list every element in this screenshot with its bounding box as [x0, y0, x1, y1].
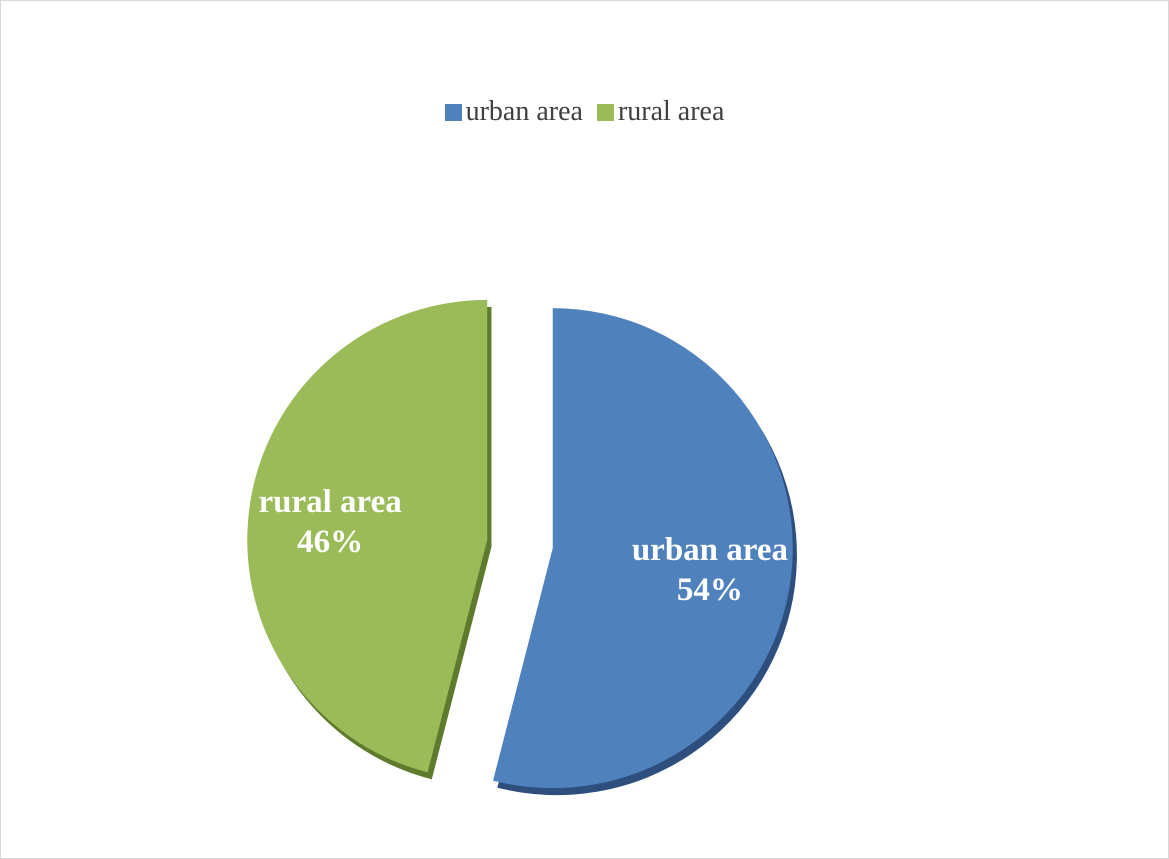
data-label-urban-name: urban area: [632, 532, 788, 568]
legend-swatch-urban: [444, 103, 462, 121]
legend-label-rural: rural area: [617, 96, 725, 127]
data-label-rural-name: rural area: [258, 484, 401, 520]
legend-label-urban: urban area: [465, 96, 583, 127]
chart-legend: urban area rural area: [0, 96, 1169, 128]
data-label-urban: urban area 54%: [632, 532, 788, 608]
legend-swatch-rural: [596, 103, 614, 121]
legend-item-rural: rural area: [596, 96, 725, 128]
legend-item-urban: urban area: [444, 96, 583, 128]
pie-slice-rural: [247, 299, 488, 773]
data-label-rural-value: 46%: [297, 524, 363, 560]
data-label-urban-value: 54%: [677, 572, 743, 608]
data-label-rural: rural area 46%: [258, 484, 401, 560]
pie-slice-urban: [493, 308, 793, 789]
